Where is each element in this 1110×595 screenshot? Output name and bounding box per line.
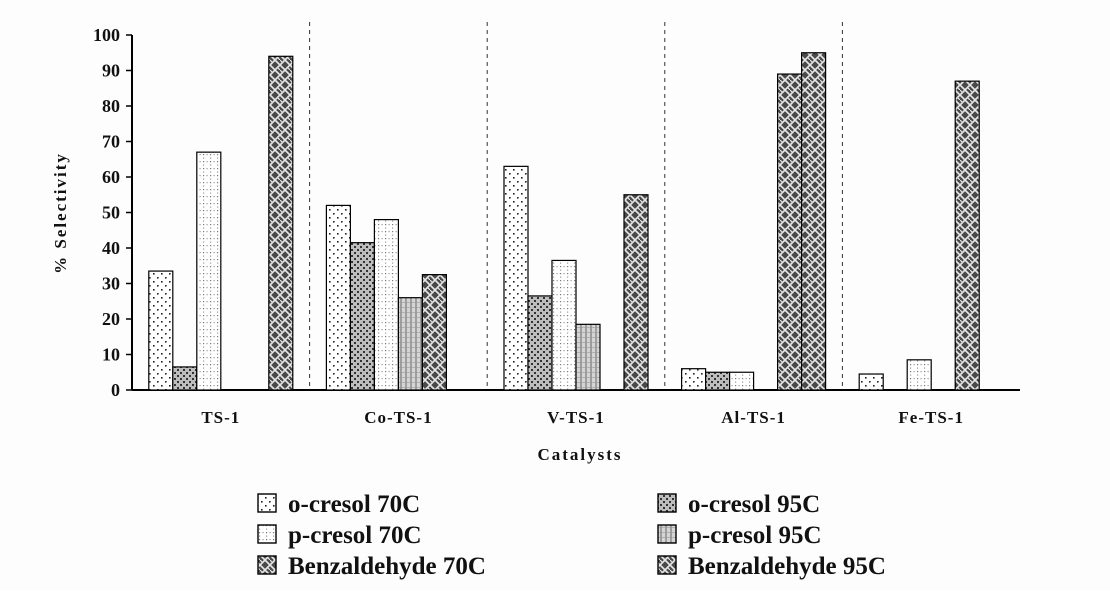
x-tick-label: Co-TS-1 [364, 408, 432, 427]
y-tick-label: 40 [102, 238, 120, 258]
bar-o-cresol-95c-v-ts-1 [527, 295, 553, 391]
bar-o-cresol-95c-al-ts-1 [704, 371, 731, 391]
bar-benzaldehyde-95c-ts-1 [268, 55, 294, 391]
legend-label: Benzaldehyde 70C [288, 553, 486, 580]
y-tick-label: 0 [111, 380, 120, 400]
y-tick-label: 20 [102, 309, 120, 329]
y-tick-label: 50 [102, 203, 120, 223]
bar-o-cresol-70c-v-ts-1 [503, 165, 529, 391]
category-separators [309, 22, 843, 390]
x-tick-label: TS-1 [201, 408, 240, 427]
bar-o-cresol-95c-co-ts-1 [349, 242, 375, 391]
legend-label: o-cresol 95C [688, 491, 820, 518]
y-tick-label: 70 [102, 132, 120, 152]
legend-label: Benzaldehyde 95C [688, 553, 886, 580]
legend-swatch [257, 555, 277, 575]
legend-swatch [657, 555, 677, 575]
bar-p-cresol-95c-v-ts-1 [575, 323, 601, 391]
legend-item: Benzaldehyde 95C [657, 553, 886, 580]
legend-item: o-cresol 95C [657, 491, 820, 518]
bars [148, 52, 980, 391]
bar-o-cresol-70c-co-ts-1 [325, 204, 351, 391]
y-tick-label: 10 [102, 345, 120, 365]
bar-benzaldehyde-70c-fe-ts-1 [954, 80, 980, 391]
bar-benzaldehyde-70c-co-ts-1 [421, 274, 447, 391]
y-tick-label: 90 [102, 61, 120, 81]
x-tick-label: Al-TS-1 [721, 408, 786, 427]
legend-swatch [257, 524, 277, 544]
legend-swatch [657, 524, 677, 544]
bar-p-cresol-70c-v-ts-1 [551, 259, 577, 391]
y-ticks: 0 10 20 30 40 50 60 70 80 90 100 [93, 25, 132, 400]
y-tick-label: 30 [102, 274, 120, 294]
legend-item: p-cresol 70C [257, 522, 422, 549]
y-tick-label: 60 [102, 167, 120, 187]
legend-swatch [257, 493, 277, 513]
legend-swatch [657, 493, 677, 513]
bar-p-cresol-70c-ts-1 [196, 151, 222, 391]
x-axis-title: Catalysts [537, 445, 622, 464]
bar-o-cresol-70c-ts-1 [148, 270, 174, 391]
bar-p-cresol-70c-al-ts-1 [728, 371, 755, 391]
legend-item: Benzaldehyde 70C [257, 553, 486, 580]
bar-p-cresol-95c-co-ts-1 [397, 297, 423, 391]
bar-o-cresol-95c-ts-1 [172, 366, 198, 391]
legend-label: o-cresol 70C [288, 491, 420, 518]
bar-p-cresol-70c-fe-ts-1 [906, 359, 932, 391]
legend-label: p-cresol 95C [688, 522, 822, 549]
legend-item: o-cresol 70C [257, 491, 420, 518]
bar-o-cresol-70c-al-ts-1 [680, 368, 707, 391]
legend-label: p-cresol 70C [288, 522, 422, 549]
legend-item: p-cresol 95C [657, 522, 822, 549]
y-tick-label: 100 [93, 25, 120, 45]
bar-benzaldehyde-95c-v-ts-1 [623, 194, 649, 391]
x-tick-label: V-TS-1 [547, 408, 605, 427]
legend: o-cresol 70C o-cresol 95C p-cresol 70C p-cr… [257, 491, 886, 580]
bar-benzaldehyde-70c-al-ts-1 [776, 73, 803, 391]
y-tick-label: 80 [102, 96, 120, 116]
bar-p-cresol-70c-co-ts-1 [373, 219, 399, 391]
x-tick-label: Fe-TS-1 [898, 408, 964, 427]
y-axis-title: % Selectivity [51, 152, 70, 274]
x-tick-labels: TS-1 Co-TS-1 V-TS-1 Al-TS-1 Fe-TS-1 [201, 408, 964, 427]
bar-o-cresol-70c-fe-ts-1 [858, 373, 884, 391]
bar-benzaldehyde-95c-al-ts-1 [800, 52, 827, 391]
